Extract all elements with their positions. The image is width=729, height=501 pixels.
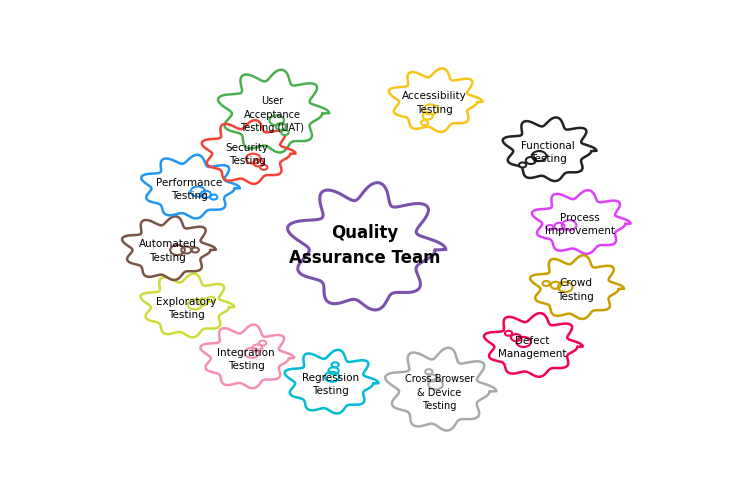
Circle shape [550,282,561,289]
Polygon shape [385,348,496,431]
Polygon shape [218,71,330,153]
Circle shape [546,225,553,230]
Circle shape [421,121,428,126]
Circle shape [252,345,262,352]
Circle shape [254,160,264,167]
Text: Performance
Testing: Performance Testing [156,177,222,201]
Circle shape [511,335,521,342]
Circle shape [423,113,433,120]
Polygon shape [285,350,378,414]
Circle shape [329,368,339,375]
Text: Exploratory
Testing: Exploratory Testing [156,296,217,319]
Circle shape [428,380,443,390]
Circle shape [200,191,211,198]
Polygon shape [484,314,582,377]
Text: Accessibility
Testing: Accessibility Testing [402,91,467,114]
Circle shape [424,105,438,115]
Circle shape [542,282,550,287]
Polygon shape [530,256,624,319]
Circle shape [526,158,536,165]
Polygon shape [389,69,483,133]
Polygon shape [141,274,234,338]
Text: Functional
Testing: Functional Testing [521,140,575,163]
Circle shape [505,331,512,336]
Circle shape [190,187,205,197]
Text: Defect
Management: Defect Management [498,336,566,359]
Polygon shape [503,118,596,182]
Circle shape [170,245,185,256]
Circle shape [260,165,268,170]
Polygon shape [122,217,216,281]
Circle shape [246,154,260,164]
Text: Regression
Testing: Regression Testing [302,372,359,395]
Circle shape [198,299,208,306]
Circle shape [332,363,339,368]
Circle shape [558,283,572,293]
Text: Cross Browser
& Device
Testing: Cross Browser & Device Testing [405,374,474,410]
Polygon shape [202,121,295,184]
Text: Integration
Testing: Integration Testing [217,347,275,370]
Text: Crowd
Testing: Crowd Testing [558,278,594,301]
Circle shape [516,337,531,347]
Circle shape [188,300,203,310]
Circle shape [192,248,199,253]
Circle shape [427,375,437,382]
Polygon shape [200,325,295,388]
Circle shape [532,152,547,162]
Text: Quality
Assurance Team: Quality Assurance Team [289,224,440,267]
Circle shape [245,348,260,358]
Circle shape [276,124,286,131]
Circle shape [210,195,217,200]
Circle shape [281,131,289,136]
Polygon shape [532,191,631,255]
Circle shape [554,223,564,230]
Text: Process
Improvement: Process Improvement [545,213,615,236]
Circle shape [425,369,432,374]
Text: Security
Testing: Security Testing [226,143,269,166]
Circle shape [208,297,215,302]
Text: User
Acceptance
Testing (UAT): User Acceptance Testing (UAT) [240,96,304,132]
Circle shape [324,372,339,382]
Circle shape [182,247,192,254]
Polygon shape [141,155,240,219]
Circle shape [562,221,577,231]
Circle shape [519,163,526,168]
Circle shape [270,116,284,126]
Text: Automated
Testing: Automated Testing [139,239,197,262]
Polygon shape [288,183,446,310]
Circle shape [259,341,266,346]
